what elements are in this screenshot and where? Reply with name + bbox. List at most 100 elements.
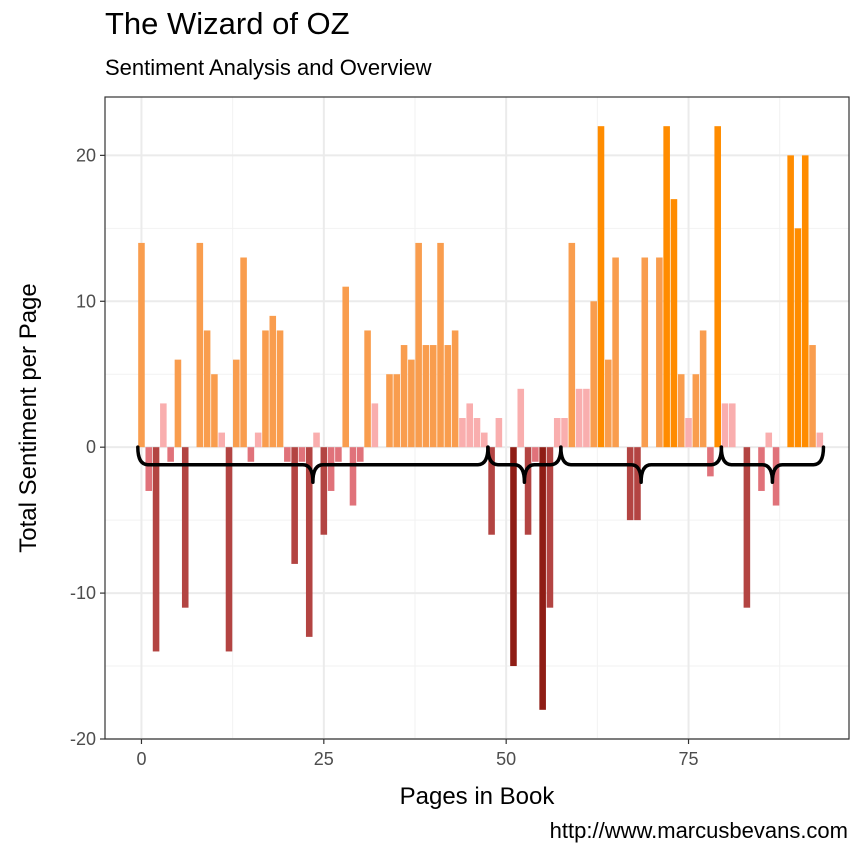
bar [590, 301, 597, 448]
bar [284, 447, 291, 462]
section-braces [136, 445, 826, 484]
source-caption: http://www.marcusbevans.com [549, 818, 848, 843]
section-brace [136, 445, 490, 484]
bar [546, 447, 554, 608]
bar [262, 330, 269, 448]
bar [772, 447, 780, 506]
bar [364, 330, 371, 448]
bar [196, 242, 204, 448]
bar [568, 242, 576, 448]
bar [459, 418, 466, 448]
bar [422, 345, 430, 448]
bar [305, 447, 313, 637]
bar [415, 242, 422, 448]
bar [203, 330, 211, 448]
x-tick-label: 0 [136, 749, 146, 769]
bar [743, 447, 751, 608]
bar [174, 359, 182, 448]
bar [240, 257, 247, 448]
bar [429, 345, 437, 448]
bar [400, 345, 408, 448]
bars-layer [138, 126, 824, 710]
bar [145, 447, 153, 491]
bar [539, 447, 546, 710]
bar [758, 447, 765, 491]
bar [488, 447, 495, 535]
bar [451, 330, 459, 448]
bar [444, 345, 452, 448]
y-tick-label: -10 [70, 583, 96, 603]
axis-ticks: -20 -10 0 10 20 0 25 50 75 [70, 145, 699, 769]
section-brace [559, 445, 724, 484]
bar [685, 418, 692, 448]
bar [481, 432, 488, 448]
bar [495, 418, 503, 448]
bar [233, 359, 240, 448]
bar [561, 418, 568, 448]
y-tick-label: 0 [86, 437, 96, 457]
bar [729, 403, 736, 448]
bar [211, 374, 218, 448]
bar [634, 447, 641, 521]
y-tick-label: 10 [76, 291, 96, 311]
bar [641, 257, 649, 448]
bar [320, 447, 328, 535]
bar [699, 330, 707, 448]
bar [707, 447, 714, 477]
bar [721, 403, 729, 448]
bar [466, 403, 473, 448]
bar [357, 447, 364, 462]
bar [597, 126, 605, 448]
bar [626, 447, 634, 521]
chart-title: The Wizard of OZ [105, 6, 350, 41]
bar [181, 447, 189, 608]
bar [291, 447, 298, 564]
bar [160, 403, 167, 448]
bar [801, 155, 809, 448]
bar [656, 257, 663, 448]
bar [138, 242, 145, 448]
bar [386, 374, 393, 448]
bar [553, 418, 561, 448]
bar [692, 374, 700, 448]
y-tick-label: 20 [76, 145, 96, 165]
bar [327, 447, 335, 491]
x-axis-title: Pages in Book [400, 783, 556, 810]
bar [510, 447, 517, 667]
bar [437, 242, 444, 448]
bar [677, 374, 685, 448]
bar [787, 155, 794, 448]
bar [473, 418, 481, 448]
bar [670, 199, 678, 448]
x-tick-label: 25 [314, 749, 334, 769]
bar [225, 447, 233, 652]
bar [152, 447, 160, 652]
bar [167, 447, 174, 462]
y-tick-label: -20 [70, 729, 96, 749]
section-brace [486, 445, 563, 484]
bar [612, 257, 619, 448]
x-tick-label: 50 [496, 749, 516, 769]
bar [663, 126, 670, 448]
bar [575, 388, 583, 448]
y-axis-title: Total Sentiment per Page [15, 283, 42, 553]
chart-subtitle: Sentiment Analysis and Overview [105, 55, 432, 80]
bar [349, 447, 357, 506]
bar [809, 345, 816, 448]
bar [313, 432, 320, 448]
bar [408, 359, 415, 448]
bar [714, 126, 721, 448]
bar [218, 432, 225, 448]
bar [247, 447, 255, 462]
bar [269, 315, 277, 448]
bar [393, 374, 401, 448]
bar [342, 286, 349, 448]
bar [335, 447, 342, 462]
bar [524, 447, 532, 535]
x-tick-label: 75 [679, 749, 699, 769]
bar [254, 432, 262, 448]
bar [298, 447, 306, 462]
bar [816, 432, 824, 448]
bar [532, 447, 539, 462]
